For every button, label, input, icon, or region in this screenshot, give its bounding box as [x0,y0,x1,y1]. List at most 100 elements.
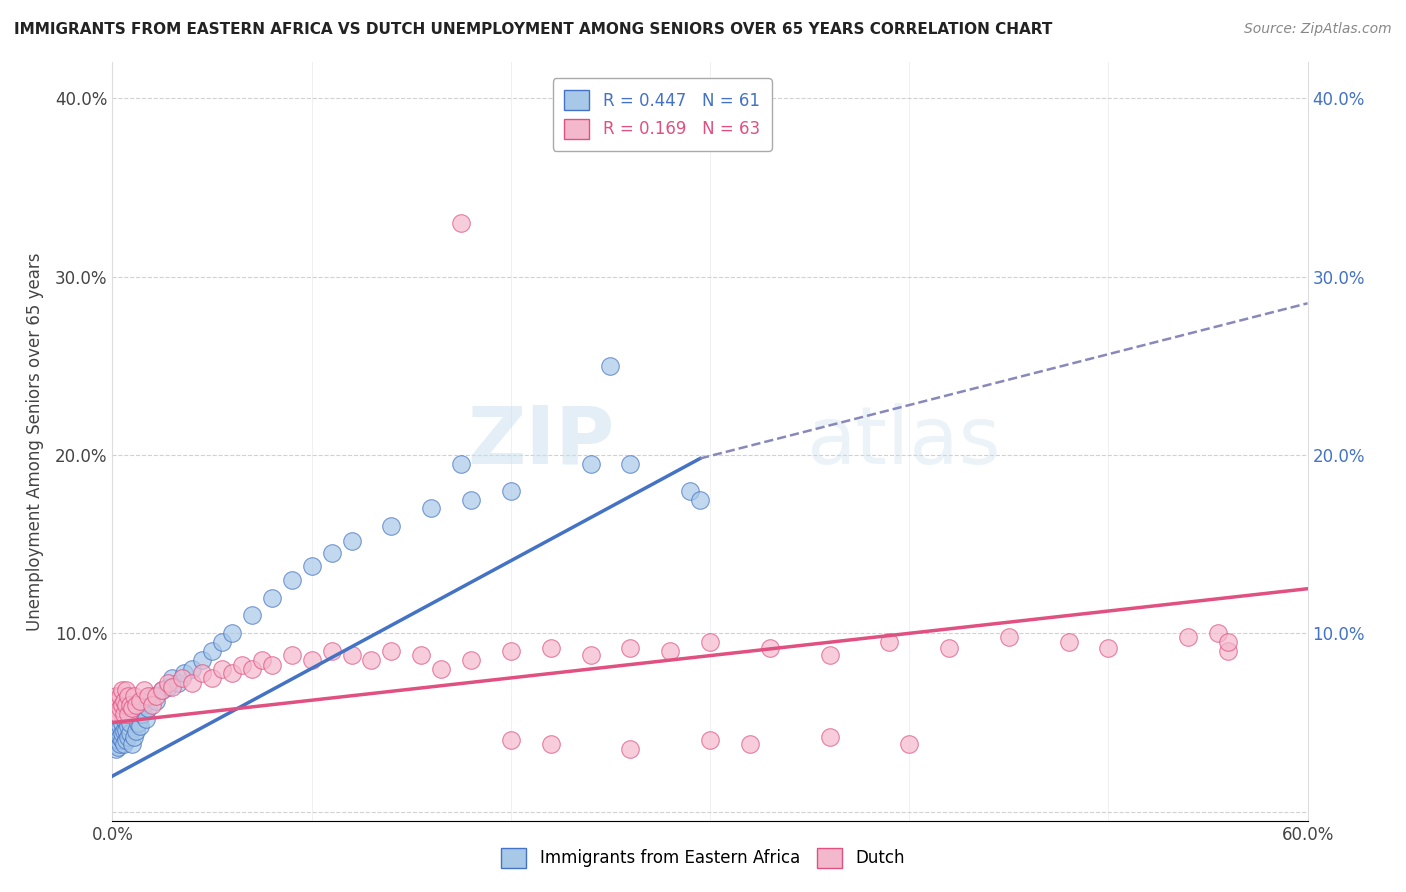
Point [450,457,472,471]
Point [1216,635,1239,649]
Point [540,640,562,655]
Point [107,724,129,739]
Point [181,676,204,690]
Point [898,737,921,751]
Point [111,683,134,698]
Point [105,689,128,703]
Point [619,457,641,471]
Point [157,680,180,694]
Point [125,724,148,739]
Point [107,694,129,708]
Point [125,698,148,712]
Point [301,653,323,667]
Text: atlas: atlas [806,402,1000,481]
Point [150,683,173,698]
Point [115,706,138,721]
Point [129,719,152,733]
Point [115,683,138,698]
Point [162,680,183,694]
Point [157,676,180,690]
Point [138,701,160,715]
Point [818,730,841,744]
Point [103,706,125,721]
Legend: Immigrants from Eastern Africa, Dutch: Immigrants from Eastern Africa, Dutch [495,841,911,875]
Point [340,533,363,548]
Point [301,558,323,573]
Point [172,671,194,685]
Point [117,730,139,744]
Point [129,694,152,708]
Point [191,665,214,680]
Point [167,676,190,690]
Point [321,546,343,560]
Point [111,698,134,712]
Point [181,662,204,676]
Point [1206,626,1229,640]
Point [105,730,128,744]
Y-axis label: Unemployment Among Seniors over 65 years: Unemployment Among Seniors over 65 years [25,252,44,631]
Point [134,683,156,698]
Point [1097,640,1119,655]
Point [131,706,153,721]
Point [579,457,602,471]
Point [619,640,641,655]
Point [260,658,283,673]
Point [138,689,160,703]
Point [114,706,135,721]
Point [281,648,304,662]
Point [124,730,146,744]
Text: ZIP: ZIP [467,402,614,481]
Point [121,737,143,751]
Point [360,653,382,667]
Point [110,719,132,733]
Point [114,712,135,726]
Point [1057,635,1080,649]
Point [103,737,125,751]
Point [250,653,273,667]
Point [191,653,214,667]
Point [173,665,195,680]
Point [659,644,682,658]
Point [145,689,167,703]
Point [110,730,132,744]
Point [135,712,157,726]
Point [759,640,782,655]
Point [201,671,224,685]
Point [150,683,173,698]
Point [689,492,711,507]
Point [260,591,283,605]
Point [117,719,139,733]
Point [141,689,163,703]
Point [599,359,621,373]
Point [679,483,702,498]
Point [117,689,139,703]
Point [110,701,132,715]
Point [998,630,1021,644]
Point [110,737,132,751]
Point [938,640,960,655]
Point [240,662,263,676]
Point [699,733,721,747]
Point [380,519,402,533]
Point [121,701,143,715]
Point [450,216,472,230]
Point [430,662,453,676]
Point [1216,644,1239,658]
Point [211,635,233,649]
Point [579,648,602,662]
Point [141,698,163,712]
Point [420,501,443,516]
Point [460,653,482,667]
Point [111,726,134,740]
Point [115,723,138,737]
Point [499,733,522,747]
Point [221,665,243,680]
Point [231,658,253,673]
Point [107,706,129,721]
Point [134,698,156,712]
Point [114,694,135,708]
Point [201,644,224,658]
Point [540,737,562,751]
Point [110,689,132,703]
Point [107,740,129,755]
